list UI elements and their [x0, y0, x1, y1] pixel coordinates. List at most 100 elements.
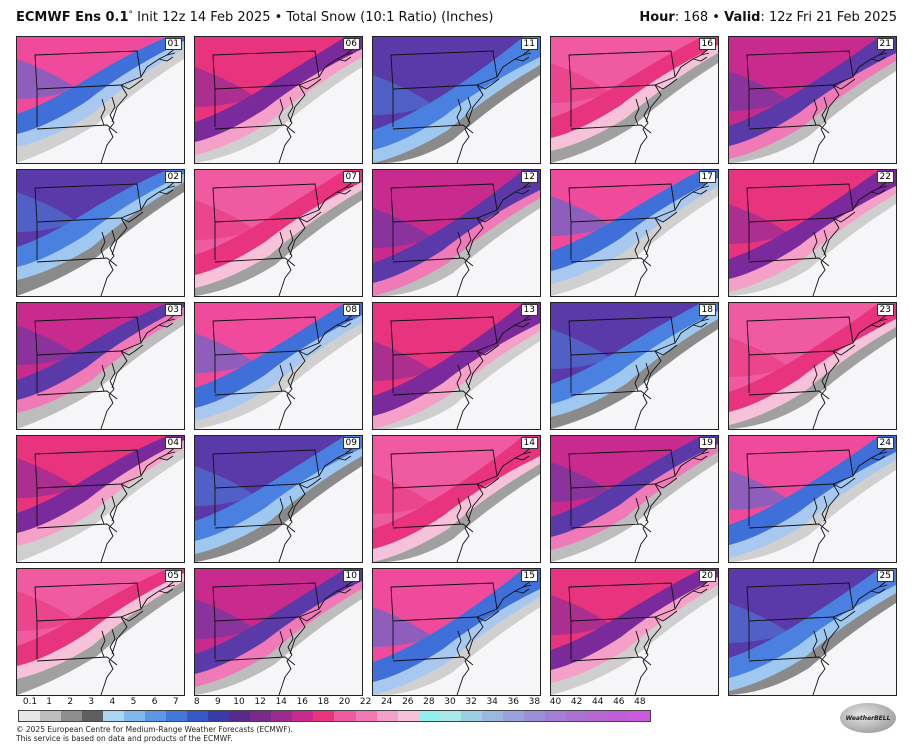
- member-number-label: 11: [520, 38, 538, 50]
- snowfall-map: [373, 170, 540, 296]
- credit-text: © 2025 European Centre for Medium-Range …: [16, 725, 293, 743]
- member-number-label: 04: [164, 437, 182, 449]
- header: ECMWF Ens 0.1° Init 12z 14 Feb 2025 • To…: [0, 0, 913, 34]
- colorbar-tick-label: 46: [613, 697, 625, 707]
- hour-value: : 168 •: [674, 10, 725, 25]
- snowfall-map: [729, 569, 896, 695]
- ensemble-member-panel[interactable]: 10: [194, 568, 363, 696]
- valid-time: Hour: 168 • Valid: 12z Fri 21 Feb 2025: [639, 10, 897, 25]
- snowfall-map: [373, 569, 540, 695]
- member-number-label: 19: [698, 437, 716, 449]
- colorbar-tick-label: 0.1: [22, 697, 38, 707]
- valid-value: : 12z Fri 21 Feb 2025: [760, 10, 897, 25]
- snowfall-map: [195, 170, 362, 296]
- member-number-label: 14: [520, 437, 538, 449]
- member-number-label: 23: [876, 304, 894, 316]
- snowfall-map: [17, 436, 184, 562]
- colorbar-tick-label: 22: [359, 697, 372, 707]
- colorbar-tick-label: 48: [634, 697, 646, 707]
- member-number-label: 10: [342, 570, 360, 582]
- snowfall-map: [17, 303, 184, 429]
- colorbar: [18, 710, 651, 722]
- snowfall-map: [729, 170, 896, 296]
- ensemble-member-panel[interactable]: 20: [550, 568, 719, 696]
- ensemble-member-panel[interactable]: 01: [16, 36, 185, 164]
- colorbar-segment: [334, 711, 356, 721]
- colorbar-segment: [313, 711, 335, 721]
- colorbar-segment: [61, 711, 83, 721]
- ensemble-member-panel[interactable]: 18: [550, 302, 719, 430]
- colorbar-tick-labels: 0.1 1 2 3 4 5 6 7 8 9 10 12 14 16 18 20 22 24 26 28 30 32 34 36…: [18, 697, 651, 709]
- colorbar-tick-label: 12: [254, 697, 266, 707]
- snowfall-map: [551, 37, 718, 163]
- colorbar-tick-label: 8: [193, 697, 200, 707]
- colorbar-segment: [565, 711, 587, 721]
- ensemble-member-panel[interactable]: 04: [16, 435, 185, 563]
- valid-label: Valid: [724, 10, 761, 25]
- colorbar-segment: [355, 711, 377, 721]
- colorbar-tick-label: 3: [88, 697, 95, 707]
- colorbar-segment: [397, 711, 419, 721]
- colorbar-segment: [271, 711, 293, 721]
- ensemble-member-panel[interactable]: 11: [372, 36, 541, 164]
- ensemble-member-panel[interactable]: 25: [728, 568, 897, 696]
- colorbar-tick-label: 2: [67, 697, 74, 707]
- ensemble-member-panel[interactable]: 23: [728, 302, 897, 430]
- ensemble-member-panel[interactable]: 12: [372, 169, 541, 297]
- colorbar-segment: [40, 711, 62, 721]
- member-number-label: 17: [698, 171, 716, 183]
- colorbar-segment: [166, 711, 188, 721]
- ensemble-member-panel[interactable]: 05: [16, 568, 185, 696]
- colorbar-tick-label: 4: [109, 697, 116, 707]
- snowfall-map: [551, 170, 718, 296]
- ensemble-member-panel[interactable]: 24: [728, 435, 897, 563]
- ensemble-member-panel[interactable]: 08: [194, 302, 363, 430]
- ensemble-member-panel[interactable]: 09: [194, 435, 363, 563]
- colorbar-segment: [607, 711, 629, 721]
- ensemble-member-panel[interactable]: 02: [16, 169, 185, 297]
- ensemble-member-panel[interactable]: 03: [16, 302, 185, 430]
- weatherbell-logo[interactable]: WeatherBELL: [840, 703, 896, 733]
- colorbar-tick-label: 26: [402, 697, 414, 707]
- member-number-label: 02: [164, 171, 182, 183]
- member-number-label: 08: [342, 304, 360, 316]
- credit-line-2: This service is based on data and produc…: [16, 734, 233, 743]
- snowfall-map: [729, 37, 896, 163]
- colorbar-tick-label: 5: [130, 697, 137, 707]
- ensemble-member-panel[interactable]: 15: [372, 568, 541, 696]
- colorbar-segment: [19, 711, 41, 721]
- init-text: Init 12z 14 Feb 2025 • Total Snow (10:1 …: [133, 10, 494, 25]
- ensemble-member-panel[interactable]: 17: [550, 169, 719, 297]
- colorbar-segment: [544, 711, 566, 721]
- member-number-label: 03: [164, 304, 182, 316]
- colorbar-segment: [586, 711, 608, 721]
- colorbar-segment: [481, 711, 503, 721]
- member-number-label: 21: [876, 38, 894, 50]
- colorbar-segment: [145, 711, 167, 721]
- member-number-label: 07: [342, 171, 360, 183]
- snowfall-map: [195, 37, 362, 163]
- snowfall-map: [551, 569, 718, 695]
- member-number-label: 20: [698, 570, 716, 582]
- member-number-label: 12: [520, 171, 538, 183]
- ensemble-member-panel[interactable]: 06: [194, 36, 363, 164]
- colorbar-tick-label: 36: [507, 697, 520, 707]
- colorbar-segment: [82, 711, 104, 721]
- colorbar-tick-label: 40: [549, 697, 562, 707]
- ensemble-member-panel[interactable]: 19: [550, 435, 719, 563]
- snowfall-map: [195, 303, 362, 429]
- ensemble-member-panel[interactable]: 07: [194, 169, 363, 297]
- map-title: ECMWF Ens 0.1° Init 12z 14 Feb 2025 • To…: [16, 10, 493, 25]
- model-name: ECMWF Ens 0.1: [16, 10, 129, 25]
- colorbar-segment: [439, 711, 461, 721]
- ensemble-member-panel[interactable]: 22: [728, 169, 897, 297]
- ensemble-member-panel[interactable]: 16: [550, 36, 719, 164]
- colorbar-tick-label: 16: [296, 697, 309, 707]
- ensemble-member-panel[interactable]: 14: [372, 435, 541, 563]
- colorbar-tick-label: 38: [528, 697, 541, 707]
- member-number-label: 01: [164, 38, 182, 50]
- snowfall-map: [17, 569, 184, 695]
- ensemble-member-panel[interactable]: 13: [372, 302, 541, 430]
- ensemble-member-panel[interactable]: 21: [728, 36, 897, 164]
- snowfall-map: [373, 303, 540, 429]
